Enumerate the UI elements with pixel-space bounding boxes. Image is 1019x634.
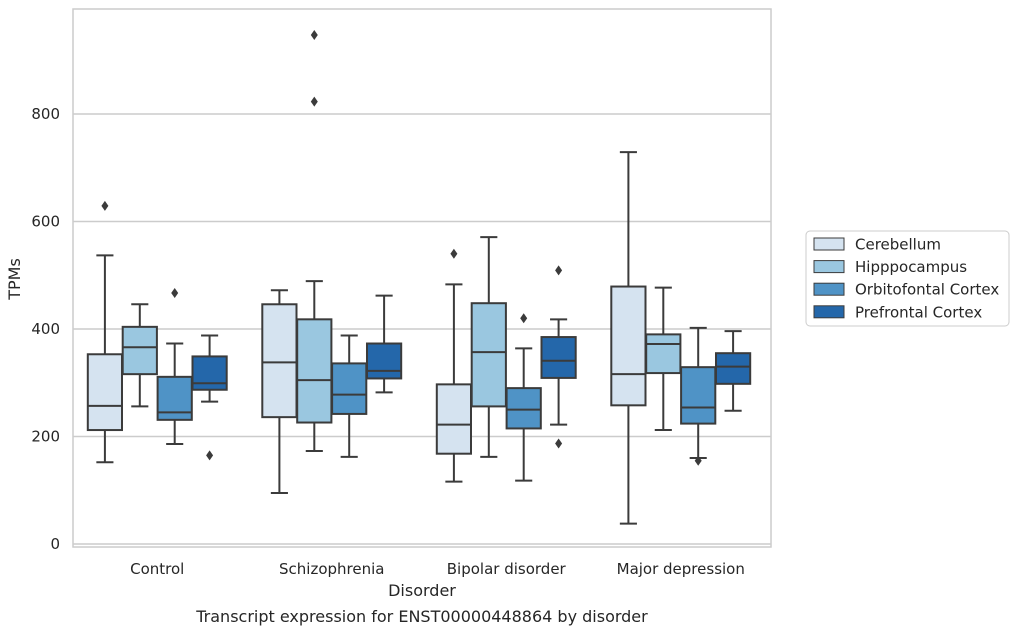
- box-1-0: [121, 303, 158, 408]
- x-tick-label: Bipolar disorder: [447, 560, 567, 578]
- legend-label: Cerebellum: [855, 236, 941, 254]
- y-tick-label: 800: [31, 105, 60, 123]
- outlier-point: [520, 313, 528, 324]
- box-body: [191, 355, 228, 391]
- legend-swatch: [813, 260, 845, 274]
- x-axis-title: Disorder: [388, 581, 456, 600]
- x-tick-labels: Control Schizophrenia Bipolar disorder Majo…: [130, 560, 745, 578]
- outlier-point: [206, 450, 214, 461]
- y-tick-label: 400: [31, 320, 60, 338]
- box-2-2: [505, 313, 542, 482]
- plot-frame: [72, 8, 772, 548]
- box-body: [680, 366, 717, 425]
- legend-swatch: [813, 305, 845, 319]
- legend-label: Orbitofontal Cortex: [855, 281, 999, 299]
- box-body: [505, 387, 542, 430]
- box-body: [331, 362, 368, 415]
- box-0-1: [261, 289, 298, 494]
- y-tick-label: 600: [31, 213, 60, 231]
- x-tick-label: Major depression: [617, 560, 745, 578]
- outlier-point: [450, 248, 458, 259]
- outlier-point: [694, 455, 702, 466]
- y-tick-label: 200: [31, 428, 60, 446]
- outlier-point: [101, 200, 109, 211]
- y-tick-label: 0: [50, 535, 60, 553]
- box-1-3: [645, 286, 682, 432]
- box-body: [86, 353, 124, 432]
- box-0-3: [610, 151, 647, 525]
- outlier-point: [555, 438, 563, 449]
- box-body: [435, 383, 473, 455]
- box-1-2: [470, 236, 507, 458]
- box-2-3: [680, 326, 717, 466]
- box-3-3: [714, 330, 752, 412]
- outlier-point: [555, 265, 563, 276]
- box-body: [645, 333, 682, 375]
- box-0-2: [435, 248, 473, 483]
- legend-swatch: [813, 237, 845, 251]
- box-body: [121, 325, 158, 376]
- y-axis-title: TPMs: [5, 258, 24, 301]
- legend-label: Hipppocampus: [855, 258, 967, 276]
- box-2-0: [156, 287, 193, 446]
- legend-swatch: [813, 282, 845, 296]
- legend: Cerebellum Hipppocampus Orbitofontal Corte…: [805, 230, 1010, 327]
- box-3-0: [191, 334, 228, 461]
- box-body: [610, 285, 647, 407]
- box-body: [156, 375, 193, 421]
- outlier-point: [310, 29, 318, 40]
- chart-caption: Transcript expression for ENST0000044886…: [195, 607, 648, 626]
- box-0-0: [86, 200, 124, 464]
- box-body: [261, 303, 298, 419]
- x-tick-label: Schizophrenia: [279, 560, 384, 578]
- box-3-2: [540, 265, 577, 449]
- box-2-1: [331, 334, 368, 458]
- outlier-point: [310, 96, 318, 107]
- gridlines: [73, 113, 771, 545]
- box-body: [296, 318, 333, 424]
- box-body: [540, 336, 577, 379]
- x-tick-label: Control: [130, 560, 184, 578]
- outlier-point: [171, 287, 179, 298]
- box-body: [470, 302, 507, 408]
- y-tick-labels: 0 200 400 600 800: [31, 105, 60, 553]
- box-body: [365, 342, 403, 380]
- legend-label: Prefrontal Cortex: [855, 303, 982, 321]
- box-3-1: [365, 294, 403, 394]
- box-1-1: [296, 29, 333, 453]
- box-body: [714, 352, 752, 385]
- legend-frame: [805, 230, 1010, 327]
- box-series: [86, 29, 752, 525]
